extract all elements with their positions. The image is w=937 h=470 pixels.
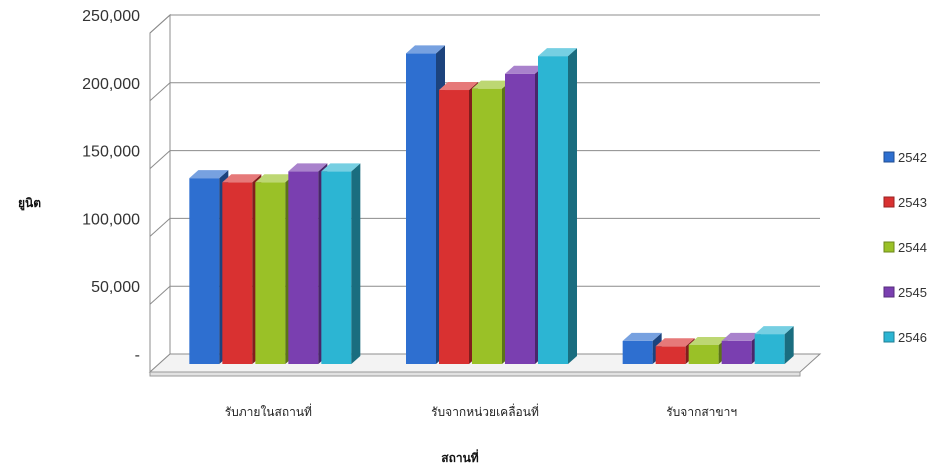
chart-walls: [149, 13, 171, 374]
bar-front: [439, 90, 469, 365]
bar-front: [505, 73, 535, 365]
bar-front: [655, 346, 686, 364]
bar: [754, 326, 794, 364]
legend-label: 2546: [898, 330, 927, 345]
bar-front: [255, 182, 286, 364]
bar-front: [406, 53, 436, 365]
y-axis-ticks: 250,000 200,000 150,000 100,000 50,000 -: [82, 8, 140, 364]
bar-front: [189, 178, 220, 364]
bar-top: [721, 332, 761, 341]
x-axis-categories: รับภายในสถานที่ รับจากหน่วยเคลื่อนที่ รับจ…: [225, 403, 737, 419]
legend-label: 2542: [898, 150, 927, 165]
bar-top: [288, 163, 328, 172]
gridline-side: [149, 150, 171, 169]
bar-top: [655, 338, 695, 347]
x-axis-title: สถานที่: [441, 449, 479, 465]
bar-top: [754, 326, 794, 335]
bar-top: [622, 332, 662, 341]
bar-top: [439, 82, 478, 91]
floor-edge: [149, 371, 801, 377]
bar-front: [754, 334, 785, 364]
bar-front: [222, 182, 253, 364]
legend-item: 2544: [883, 240, 927, 255]
bar-front: [472, 88, 502, 364]
y-tick-label: 150,000: [82, 144, 140, 161]
bar-front: [622, 340, 653, 364]
y-axis-title: ยูนิต: [18, 196, 41, 211]
gridline-side: [149, 218, 171, 237]
bar-top: [321, 163, 361, 172]
y-tick-label: 50,000: [91, 279, 140, 296]
bar-front: [538, 56, 568, 365]
y-tick-label: 250,000: [82, 8, 140, 25]
legend-item: 2546: [883, 330, 927, 345]
legend-swatch: [883, 196, 895, 208]
legend-swatch: [883, 241, 895, 253]
bar-top: [222, 174, 262, 183]
bar: [189, 170, 229, 364]
legend-label: 2543: [898, 195, 927, 210]
legend-swatch: [883, 331, 895, 343]
legend-item: 2545: [883, 285, 927, 300]
x-category-label: รับภายในสถานที่: [225, 403, 312, 419]
bar-top: [406, 45, 445, 54]
legend: 2542 2543 2544 2545 2546: [883, 150, 927, 345]
y-tick-label: 200,000: [82, 76, 140, 93]
bar-top: [688, 336, 728, 345]
side-wall: [149, 13, 171, 374]
bar-side: [784, 326, 794, 364]
bar-top: [472, 80, 511, 89]
bar-front: [688, 344, 719, 364]
legend-swatch: [883, 286, 895, 298]
legend-item: 2542: [883, 150, 927, 165]
bar-top: [189, 170, 229, 179]
x-category-label: รับจากสาขาฯ: [666, 405, 737, 419]
bar-top: [505, 65, 544, 74]
y-tick-label: -: [135, 347, 140, 364]
gridline-side: [149, 82, 171, 102]
bar: [321, 163, 361, 364]
y-tick-label: 100,000: [82, 211, 140, 228]
bar-side: [351, 163, 361, 364]
legend-item: 2543: [883, 195, 927, 210]
bar-front: [288, 171, 319, 364]
bar-front: [321, 171, 352, 364]
legend-label: 2545: [898, 285, 927, 300]
bar: [538, 48, 577, 365]
bars: [189, 45, 794, 365]
legend-swatch: [883, 151, 895, 163]
bar-top: [538, 48, 577, 57]
bar-front: [721, 340, 752, 364]
gridline-side: [149, 285, 171, 305]
bar-top: [255, 174, 295, 183]
legend-label: 2544: [898, 240, 927, 255]
bar-side: [568, 48, 577, 365]
gridline-side: [149, 14, 171, 34]
x-category-label: รับจากหน่วยเคลื่อนที่: [431, 403, 539, 419]
